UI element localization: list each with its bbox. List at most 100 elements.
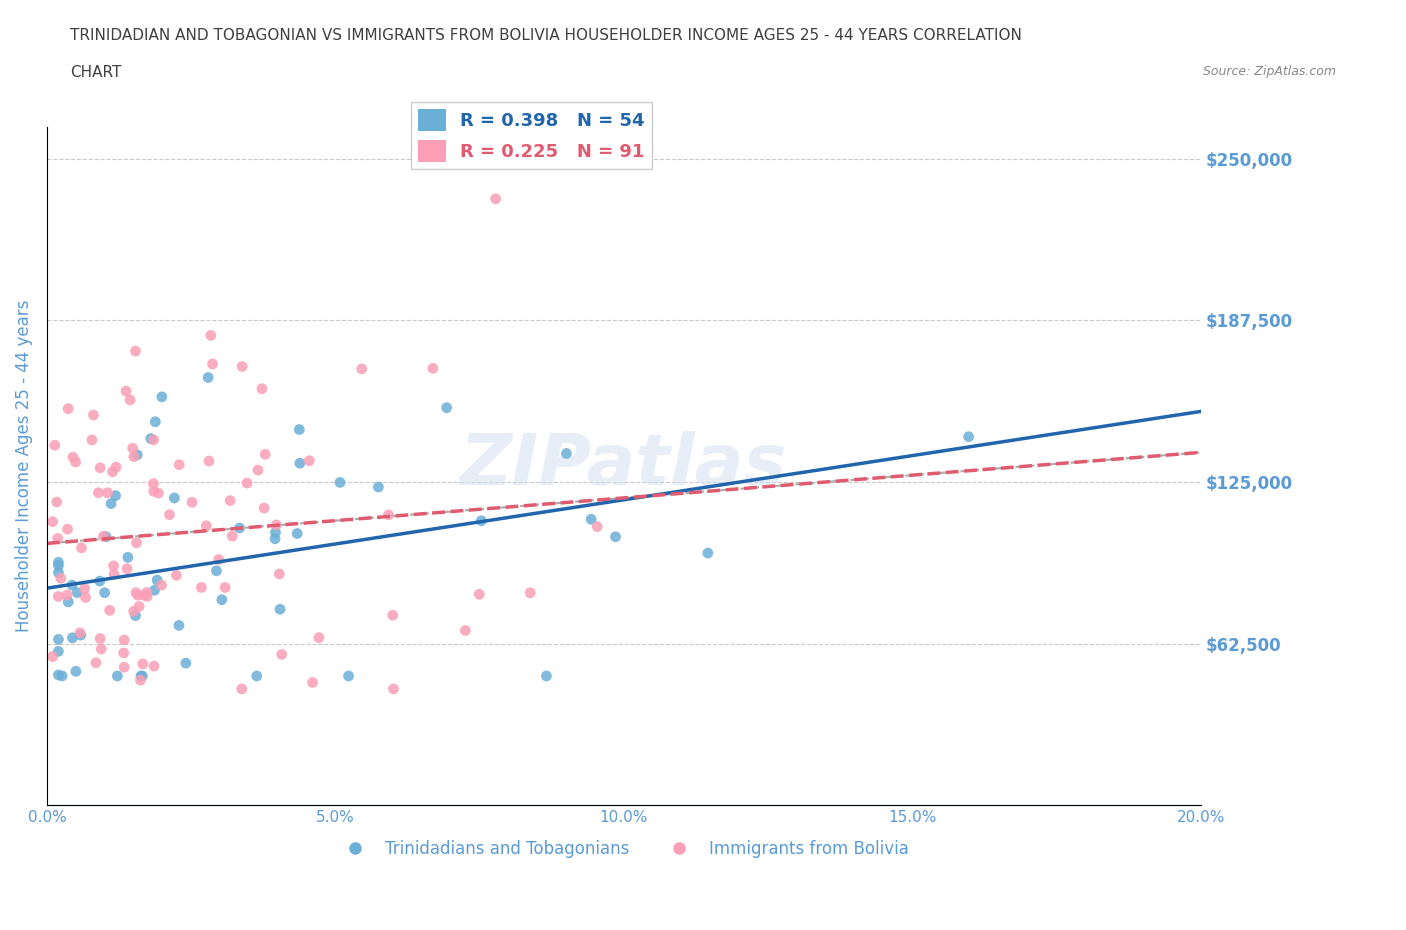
Point	[228, 521, 250, 536]
Point	[957, 430, 980, 445]
Point	[308, 631, 330, 645]
Point	[51, 669, 73, 684]
Y-axis label: Householder Income Ages 25 - 44 years: Householder Income Ages 25 - 44 years	[15, 299, 32, 632]
Point	[270, 647, 292, 662]
Point	[48, 555, 70, 570]
Point	[94, 529, 117, 544]
Point	[163, 490, 186, 505]
Point	[87, 485, 110, 500]
Point	[62, 450, 84, 465]
Point	[288, 456, 311, 471]
Point	[236, 475, 259, 490]
Point	[142, 484, 165, 498]
Point	[181, 495, 204, 510]
Point	[41, 514, 63, 529]
Point	[136, 589, 159, 604]
Point	[381, 608, 404, 623]
Point	[105, 669, 128, 684]
Point	[298, 453, 321, 468]
Point	[100, 497, 122, 512]
Point	[246, 669, 269, 684]
Point	[131, 669, 153, 684]
Point	[132, 657, 155, 671]
Point	[56, 522, 79, 537]
Point	[115, 384, 138, 399]
Point	[103, 558, 125, 573]
Point	[93, 529, 115, 544]
Point	[264, 531, 287, 546]
Point	[195, 518, 218, 533]
Point	[48, 668, 70, 683]
Point	[73, 581, 96, 596]
Point	[150, 578, 173, 592]
Point	[56, 588, 79, 603]
Point	[142, 432, 165, 447]
Point	[112, 645, 135, 660]
Point	[367, 480, 389, 495]
Point	[205, 564, 228, 578]
Point	[124, 608, 146, 623]
Point	[221, 529, 243, 544]
Point	[214, 580, 236, 595]
Point	[135, 585, 157, 600]
Point	[167, 458, 190, 472]
Point	[112, 659, 135, 674]
Point	[143, 415, 166, 430]
Point	[266, 517, 288, 532]
Point	[285, 526, 308, 541]
Point	[436, 400, 458, 415]
Point	[219, 493, 242, 508]
Text: CHART: CHART	[70, 65, 122, 80]
Point	[143, 658, 166, 673]
Point	[253, 500, 276, 515]
Point	[174, 656, 197, 671]
Point	[112, 632, 135, 647]
Point	[125, 585, 148, 600]
Point	[246, 463, 269, 478]
Point	[139, 432, 162, 446]
Point	[97, 485, 120, 500]
Point	[93, 585, 115, 600]
Point	[696, 546, 718, 561]
Point	[65, 664, 87, 679]
Point	[422, 361, 444, 376]
Point	[90, 642, 112, 657]
Point	[288, 422, 311, 437]
Point	[62, 631, 84, 645]
Point	[127, 588, 149, 603]
Point	[329, 475, 352, 490]
Point	[48, 565, 70, 580]
Legend: Trinidadians and Tobagonians, Immigrants from Bolivia: Trinidadians and Tobagonians, Immigrants…	[332, 833, 915, 865]
Point	[579, 512, 602, 526]
Point	[129, 672, 152, 687]
Point	[101, 464, 124, 479]
Point	[89, 460, 111, 475]
Point	[65, 455, 87, 470]
Point	[49, 571, 72, 586]
Point	[586, 519, 609, 534]
Point	[142, 476, 165, 491]
Point	[250, 381, 273, 396]
Point	[143, 583, 166, 598]
Point	[198, 454, 221, 469]
Point	[211, 592, 233, 607]
Point	[80, 432, 103, 447]
Point	[120, 392, 142, 407]
Point	[165, 568, 187, 583]
Text: ZIPatlas: ZIPatlas	[460, 432, 787, 500]
Point	[48, 558, 70, 573]
Point	[519, 585, 541, 600]
Point	[122, 604, 145, 618]
Point	[103, 567, 125, 582]
Point	[69, 628, 91, 643]
Point	[167, 618, 190, 632]
Point	[200, 328, 222, 343]
Point	[337, 669, 360, 684]
Point	[46, 531, 69, 546]
Point	[70, 540, 93, 555]
Point	[129, 669, 152, 684]
Point	[470, 513, 492, 528]
Point	[148, 485, 170, 500]
Point	[382, 682, 405, 697]
Point	[134, 588, 156, 603]
